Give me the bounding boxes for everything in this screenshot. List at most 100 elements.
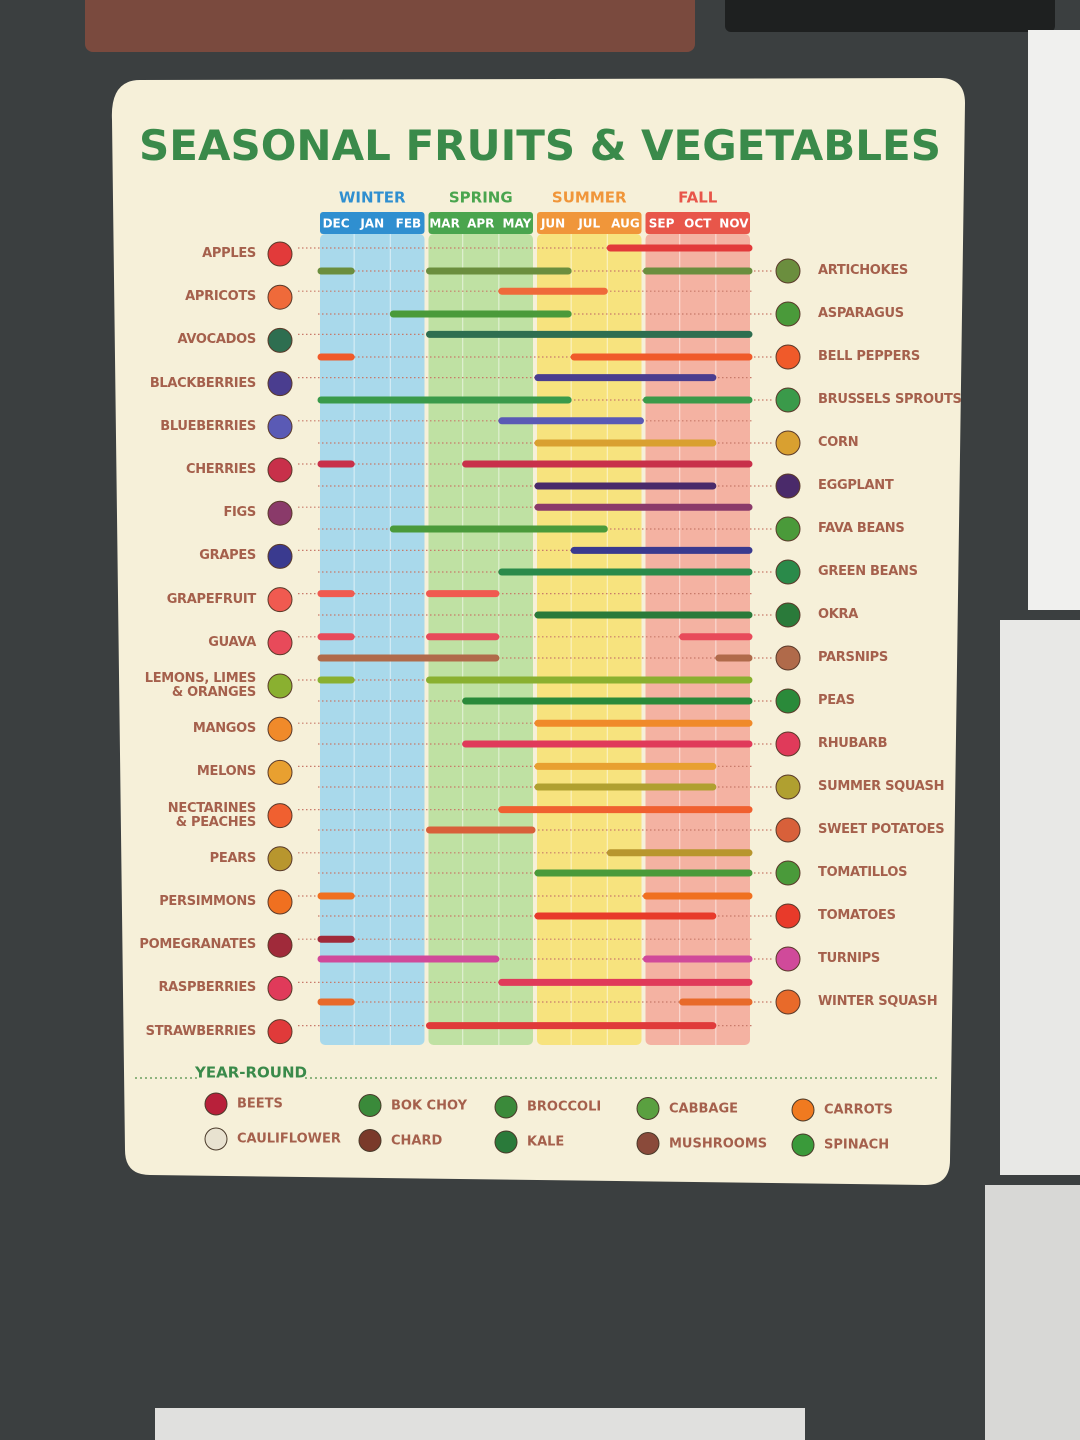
year-round-icon (494, 1095, 518, 1119)
fruit-label: LEMONS, LIMES & ORANGES (144, 671, 257, 700)
produce-icon (267, 241, 293, 267)
magnet-top (85, 0, 695, 52)
produce-icon (775, 860, 801, 886)
produce-icon (267, 975, 293, 1001)
month-label: FEB (396, 217, 422, 231)
vegetable-label: CORN (818, 435, 859, 450)
produce-icon (775, 387, 801, 413)
produce-icon (267, 587, 293, 613)
vegetable-label: GREEN BEANS (818, 564, 918, 579)
year-round-item: MUSHROOMS (669, 1136, 768, 1151)
produce-icon (775, 645, 801, 671)
vegetable-label: ARTICHOKES (818, 263, 908, 278)
chart-title: SEASONAL FRUITS & VEGETABLES (139, 121, 941, 170)
produce-icon (775, 473, 801, 499)
month-label: SEP (649, 217, 675, 231)
year-round-item: CARROTS (824, 1102, 893, 1118)
produce-icon (775, 903, 801, 929)
fruit-label: POMEGRANATES (139, 937, 256, 953)
vegetable-label: SWEET POTATOES (818, 822, 945, 837)
vegetable-label: RHUBARB (818, 736, 888, 751)
vegetable-label: TURNIPS (818, 951, 880, 966)
fruit-label: APPLES (202, 246, 256, 261)
produce-icon (775, 516, 801, 542)
season-label: WINTER (339, 189, 406, 207)
fruit-label: GUAVA (208, 634, 256, 650)
season-label: FALL (678, 189, 718, 207)
vegetable-label: BRUSSELS SPROUTS (818, 392, 962, 407)
produce-icon (267, 889, 293, 915)
fruit-label: RASPBERRIES (158, 980, 256, 996)
year-round-icon (636, 1097, 660, 1120)
month-label: MAY (503, 217, 532, 231)
produce-icon (267, 716, 293, 742)
fruit-label: AVOCADOS (177, 332, 257, 348)
year-round-item: BROCCOLI (527, 1099, 602, 1115)
vegetable-label: WINTER SQUASH (818, 994, 938, 1009)
fruit-label: NECTARINES & PEACHES (167, 800, 257, 830)
season-label: SPRING (449, 189, 513, 207)
produce-icon (267, 457, 293, 483)
vegetable-label: OKRA (818, 607, 858, 622)
produce-icon (775, 989, 801, 1015)
fruit-label: BLACKBERRIES (149, 375, 256, 391)
produce-icon (267, 414, 293, 440)
season-header (645, 212, 750, 234)
month-label: APR (467, 217, 494, 231)
year-round-icon (791, 1133, 815, 1157)
produce-icon (775, 430, 801, 456)
year-round-icon (358, 1129, 382, 1152)
month-label: JAN (359, 217, 384, 231)
fruit-label: CHERRIES (185, 462, 256, 477)
month-label: JUL (577, 217, 600, 231)
season-label: SUMMER (552, 189, 627, 207)
paper-bottom (155, 1408, 805, 1440)
season-header (320, 212, 425, 234)
produce-icon (775, 946, 801, 972)
year-round-icon (204, 1127, 228, 1151)
month-label: OCT (684, 217, 712, 231)
produce-icon (267, 371, 293, 397)
fruit-label: PEARS (209, 850, 257, 866)
fruit-label: GRAPEFRUIT (166, 591, 257, 607)
year-round-item: BOK CHOY (391, 1098, 467, 1113)
produce-icon (775, 731, 801, 757)
produce-icon (775, 817, 801, 843)
columns: WINTER SPRING SUMMER FALL DEC JAN FEB MAR APR MAY… (320, 189, 750, 1045)
season-header (537, 212, 642, 234)
produce-icon (267, 543, 293, 569)
produce-icon (267, 759, 293, 785)
month-label: DEC (323, 217, 350, 231)
year-round-item: SPINACH (824, 1137, 890, 1153)
photo-right (1000, 620, 1080, 1175)
vegetable-label: PARSNIPS (818, 650, 888, 665)
year-round-item: CABBAGE (669, 1101, 739, 1116)
vegetable-label: SUMMER SQUASH (818, 779, 945, 794)
fruit-label: APRICOTS (185, 289, 256, 305)
vegetable-label: ASPARAGUS (818, 306, 904, 321)
month-label: MAR (429, 217, 459, 231)
produce-icon (775, 344, 801, 370)
vegetable-label: TOMATILLOS (818, 865, 908, 880)
vegetable-label: BELL PEPPERS (818, 349, 920, 364)
produce-icon (775, 301, 801, 327)
rows (204, 241, 815, 1157)
photo-right (985, 1185, 1080, 1440)
produce-icon (775, 602, 801, 628)
fruit-label: GRAPES (199, 548, 256, 564)
year-round-item: CAULIFLOWER (237, 1131, 341, 1147)
produce-icon (775, 774, 801, 800)
produce-icon (267, 673, 293, 699)
fruit-label: MELONS (196, 764, 256, 780)
produce-icon (267, 846, 293, 872)
year-round-item: BEETS (237, 1096, 283, 1112)
produce-icon (267, 1019, 293, 1045)
photo-right (1028, 30, 1080, 610)
fruit-label: PERSIMMONS (159, 894, 256, 909)
season-header (428, 212, 533, 234)
year-round-item: CHARD (391, 1133, 443, 1148)
produce-icon (267, 630, 293, 656)
year-round-icon (636, 1132, 660, 1155)
